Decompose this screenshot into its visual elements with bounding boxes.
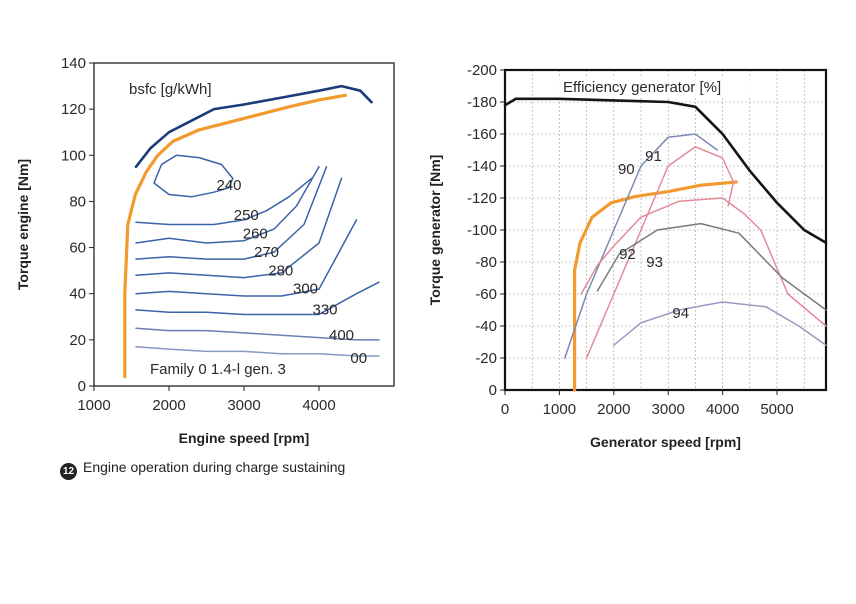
series-efficiency-90 [564, 133, 718, 359]
series-full-load-limit [134, 84, 373, 169]
series-bsfc-280 [135, 177, 343, 279]
x-tick-label: 5000 [760, 401, 793, 418]
series-operating-line-charge-sustaining- [573, 180, 738, 392]
engine-chart: 1000 2000 3000 4000020406080100120140Engine… [15, 55, 395, 446]
y-axis-title: Torque generator [Nm] [427, 155, 443, 306]
x-tick-label: 0 [501, 401, 509, 418]
y-tick-label: -100 [467, 222, 497, 239]
chart-title: Efficiency generator [%] [563, 79, 721, 96]
contour-label: 94 [672, 305, 689, 322]
y-tick-label: -60 [475, 286, 497, 303]
figure-caption: 12 Engine operation during charge sustain… [60, 459, 345, 480]
y-tick-label: -160 [467, 126, 497, 143]
series-efficiency-93 [596, 222, 827, 311]
series-operating-line-charge-sustaining- [123, 93, 347, 379]
contour-label: 250 [234, 207, 259, 224]
x-tick-label: 4000 [302, 397, 335, 414]
x-tick-label: 2000 [152, 397, 185, 414]
caption-number-badge: 12 [60, 463, 77, 480]
series-bsfc-500 [135, 346, 380, 357]
contour-label: 92 [619, 246, 636, 263]
y-tick-label: 60 [69, 240, 86, 257]
series-efficiency-91 [585, 146, 735, 359]
contour-label: 260 [243, 225, 268, 242]
x-tick-label: 1000 [77, 397, 110, 414]
y-tick-label: 140 [61, 55, 86, 72]
y-axis-title: Torque engine [Nm] [15, 159, 31, 290]
contour-label: 240 [216, 177, 241, 194]
y-tick-label: 100 [61, 147, 86, 164]
contour-label: 91 [645, 148, 662, 165]
contour-label: 270 [254, 244, 279, 261]
y-tick-label: -140 [467, 158, 497, 175]
chart-title-background [557, 76, 752, 96]
contour-label: 330 [312, 301, 337, 318]
y-tick-label: -200 [467, 62, 497, 79]
series-bsfc-270 [135, 166, 328, 260]
y-tick-label: 120 [61, 101, 86, 118]
caption-text: Engine operation during charge sustainin… [83, 459, 346, 475]
contour-label: 93 [646, 254, 663, 271]
y-tick-label: 20 [69, 332, 86, 349]
generator-chart: 0 1000 2000 3000 4000 5000-200-180-160-140-12… [427, 62, 828, 450]
y-tick-label: -180 [467, 94, 497, 111]
y-tick-label: 0 [78, 378, 86, 395]
x-tick-label: 3000 [227, 397, 260, 414]
x-tick-label: 2000 [597, 401, 630, 418]
gridlines [504, 69, 826, 391]
x-tick-label: 1000 [543, 401, 576, 418]
x-axis-title: Generator speed [rpm] [590, 434, 741, 450]
contour-label: 400 [329, 327, 354, 344]
y-tick-label: 80 [69, 193, 86, 210]
contour-label: 300 [293, 281, 318, 298]
contour-label: 280 [268, 262, 293, 279]
series-bsfc-250 [135, 177, 313, 226]
y-tick-label: -120 [467, 190, 497, 207]
y-tick-label: 40 [69, 286, 86, 303]
y-tick-label: -40 [475, 318, 497, 335]
series-efficiency-94 [613, 301, 827, 346]
y-tick-label: -20 [475, 350, 497, 367]
series-bsfc-300 [135, 219, 358, 297]
chart-title: bsfc [g/kWh] [129, 81, 212, 98]
series-efficiency-92 [580, 197, 827, 327]
y-tick-label: 0 [489, 382, 497, 399]
contour-label: 90 [618, 161, 635, 178]
series-bsfc-330 [135, 281, 380, 316]
series-torque-limit [503, 97, 828, 245]
series-bsfc-260 [135, 166, 320, 244]
x-tick-label: 4000 [706, 401, 739, 418]
series-bsfc-240 [153, 154, 234, 198]
chart-annotation: Family 0 1.4-l gen. 3 [150, 361, 286, 378]
x-tick-label: 3000 [652, 401, 685, 418]
y-tick-label: -80 [475, 254, 497, 271]
series-bsfc-400 [135, 327, 380, 341]
x-axis-title: Engine speed [rpm] [179, 430, 310, 446]
contour-label: 00 [350, 350, 367, 367]
